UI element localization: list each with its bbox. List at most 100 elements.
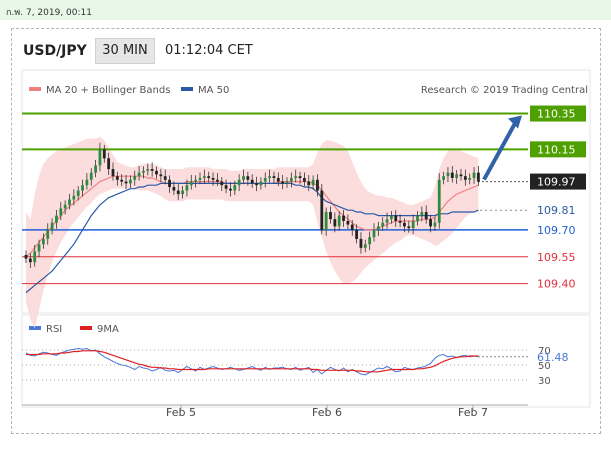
- candle-body: [381, 222, 385, 227]
- candle-body: [394, 215, 398, 221]
- top-status-bar: ก.พ. 7, 2019, 00:11: [0, 0, 611, 20]
- candle-body: [142, 170, 145, 173]
- rsi-panel: [21, 314, 591, 408]
- candle-body: [129, 179, 132, 184]
- candle-body: [59, 208, 63, 216]
- candle-body: [463, 176, 467, 180]
- candle-body: [459, 174, 463, 177]
- candle-body: [102, 149, 106, 159]
- rsi-tick-label: 70: [538, 346, 551, 357]
- candle-body: [342, 215, 345, 221]
- x-tick-label: Feb 7: [458, 406, 488, 419]
- candle-body: [311, 179, 315, 186]
- candle-body: [150, 169, 154, 171]
- candle-body: [403, 222, 406, 227]
- rsi-line: [25, 347, 479, 376]
- x-tick-label: Feb 5: [166, 406, 196, 419]
- candle-body: [94, 165, 97, 173]
- candle-body: [355, 229, 358, 239]
- candle-body: [46, 229, 50, 239]
- level-value-109.55: 109.55: [537, 251, 576, 264]
- candle-body: [455, 174, 459, 178]
- candle-body: [468, 178, 472, 180]
- candle-body: [224, 185, 228, 189]
- candle-body: [307, 181, 311, 186]
- candle-body: [450, 172, 454, 178]
- x-tick-label: Feb 6: [312, 406, 342, 419]
- candle-body: [416, 215, 419, 221]
- level-tag-109.97: [530, 173, 586, 190]
- candle-body: [137, 172, 141, 177]
- candle-body: [229, 188, 232, 191]
- level-tag-110.35: [530, 105, 586, 122]
- candle-body: [76, 190, 80, 196]
- candle-body: [42, 238, 45, 245]
- candle-body: [172, 186, 176, 191]
- level-value-109.40: 109.40: [537, 278, 576, 291]
- candle-body: [189, 181, 193, 186]
- candle-body: [259, 181, 263, 186]
- candle-body: [281, 181, 285, 184]
- candle-body: [337, 215, 341, 227]
- attribution: Research © 2019 Trading Central: [421, 85, 588, 96]
- candle-body: [420, 212, 424, 216]
- rsi-tick-label: 50: [538, 361, 551, 372]
- legend-ma50: MA 50: [198, 85, 229, 96]
- candle-body: [198, 178, 202, 180]
- candle-body: [115, 176, 119, 180]
- candle-body: [72, 195, 76, 200]
- legend-rsi: RSI: [46, 324, 62, 335]
- time-label: 01:12:04 CET: [165, 43, 253, 58]
- datetime-label: ก.พ. 7, 2019, 00:11: [6, 8, 92, 18]
- forecast-arrow-shaft: [482, 120, 518, 181]
- candle-body: [155, 170, 158, 175]
- candle-body: [363, 244, 367, 248]
- candle-body: [376, 226, 380, 230]
- candle-body: [133, 176, 137, 180]
- candle-body: [316, 179, 319, 191]
- candle-body: [268, 176, 271, 178]
- candle-body: [359, 238, 363, 248]
- candle-body: [446, 172, 450, 177]
- candle-body: [237, 179, 241, 186]
- chart-frame: [11, 28, 601, 434]
- candle-body: [168, 179, 171, 187]
- candle-body: [216, 179, 219, 182]
- candle-body: [63, 204, 67, 209]
- level-value-110.35: 110.35: [537, 108, 576, 121]
- candle-body: [207, 176, 211, 178]
- candle-body: [329, 212, 332, 220]
- candle-body: [442, 176, 445, 180]
- timeframe-button[interactable]: 30 MIN: [95, 38, 155, 64]
- candle-body: [298, 176, 302, 178]
- candle-body: [98, 149, 102, 166]
- candle-body: [111, 169, 115, 177]
- level-value-110.15: 110.15: [537, 143, 576, 156]
- bollinger-band: [26, 136, 479, 329]
- candle-body: [124, 181, 128, 184]
- candle-body: [276, 178, 280, 182]
- candle-body: [50, 222, 54, 230]
- candle-body: [263, 178, 267, 182]
- level-value-109.70: 109.70: [537, 224, 576, 237]
- candle-body: [68, 199, 71, 205]
- candle-body: [320, 190, 324, 230]
- candle-body: [176, 190, 180, 195]
- level-tag-110.15: [530, 141, 586, 158]
- candle-body: [303, 178, 306, 182]
- candle-body: [411, 220, 415, 229]
- candle-body: [346, 220, 350, 225]
- candle-body: [424, 212, 428, 220]
- candle-body: [194, 179, 198, 182]
- candle-body: [33, 251, 37, 263]
- candle-body: [433, 222, 437, 227]
- candle-body: [255, 183, 258, 186]
- level-value-109.81: 109.81: [537, 204, 576, 217]
- candle-body: [246, 176, 250, 180]
- candle-body: [163, 176, 167, 180]
- candle-body: [159, 174, 163, 177]
- candle-body: [37, 244, 41, 252]
- candle-body: [385, 219, 389, 223]
- rsi-current-value: 61.48: [537, 351, 569, 364]
- candle-body: [398, 220, 402, 223]
